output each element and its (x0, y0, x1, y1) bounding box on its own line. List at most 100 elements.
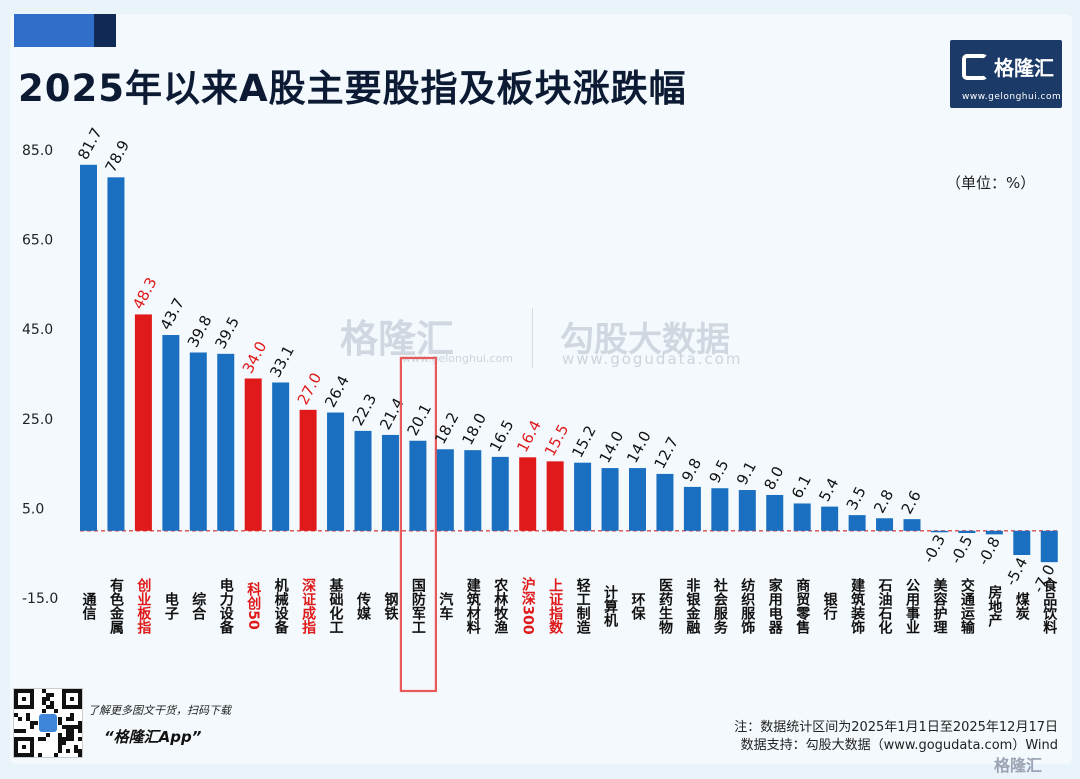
qr-module (62, 693, 66, 697)
bar (217, 353, 235, 531)
bar (848, 515, 866, 531)
category-label: 有色金属 (108, 577, 125, 635)
data-label: 33.1 (266, 342, 298, 380)
data-label: 22.3 (349, 391, 381, 429)
data-label: 16.4 (513, 417, 545, 455)
qr-module (50, 705, 54, 709)
data-label: 21.4 (376, 395, 408, 433)
category-label: 社会服务 (712, 577, 729, 635)
qr-module (14, 737, 18, 741)
qr-module (58, 741, 62, 745)
qr-module (58, 737, 62, 741)
category-label: 商贸零售 (794, 577, 811, 635)
bar (244, 378, 262, 531)
bar (299, 409, 317, 531)
qr-module (30, 705, 34, 709)
category-label: 房地产 (986, 584, 1002, 628)
qr-module (46, 705, 50, 709)
data-label: 39.8 (184, 312, 216, 350)
qr-module (70, 733, 74, 737)
data-label: 15.2 (568, 423, 600, 461)
qr-module (62, 697, 66, 701)
qr-module (66, 725, 70, 729)
bar (821, 506, 839, 531)
qr-code[interactable] (13, 688, 83, 758)
bar (162, 335, 180, 531)
category-label: 计算机 (602, 584, 618, 628)
category-label: 综合 (190, 591, 206, 621)
category-label: 通信 (81, 592, 97, 621)
qr-module (26, 713, 30, 717)
data-label: 78.9 (102, 137, 134, 175)
data-label: 9.5 (705, 457, 732, 487)
qr-module (70, 697, 74, 701)
bar (985, 530, 1003, 535)
qr-module (66, 729, 70, 733)
qr-module (66, 689, 70, 693)
qr-module (58, 745, 62, 749)
qr-logo-icon (39, 714, 57, 732)
bar (80, 164, 97, 531)
qr-module (62, 741, 66, 745)
bar (903, 519, 921, 531)
qr-module (30, 697, 34, 701)
category-label: 公用事业 (904, 578, 920, 634)
qr-module (70, 725, 74, 729)
y-tick-label: 45.0 (22, 322, 53, 338)
category-label: 科创50 (245, 582, 262, 630)
qr-module (30, 753, 34, 757)
category-label: 农林牧渔 (492, 577, 509, 635)
qr-module (22, 697, 26, 701)
qr-module (78, 693, 82, 697)
brand-logo-icon (962, 54, 988, 80)
qr-module (42, 709, 46, 713)
category-label: 深证成指 (300, 577, 316, 635)
watermark-brand: 格隆汇 (340, 317, 455, 361)
qr-module (18, 737, 22, 741)
data-label: 12.7 (651, 434, 683, 472)
brand-logo-name: 格隆汇 (994, 56, 1054, 80)
qr-module (74, 725, 78, 729)
bar (464, 450, 482, 531)
bar (354, 430, 372, 531)
bar (272, 382, 290, 531)
data-label: 20.1 (404, 401, 436, 439)
bar (491, 456, 509, 531)
qr-module (54, 709, 58, 713)
bar (436, 449, 454, 531)
qr-module (66, 733, 70, 737)
data-label: 26.4 (321, 372, 353, 410)
category-label: 轻工制造 (575, 577, 591, 635)
qr-module (62, 701, 66, 705)
qr-module (22, 753, 26, 757)
qr-module (18, 705, 22, 709)
qr-module (26, 753, 30, 757)
qr-module (74, 689, 78, 693)
category-label: 美容护理 (931, 577, 948, 634)
qr-module (50, 693, 54, 697)
bar (958, 530, 976, 534)
data-label: 9.1 (733, 458, 760, 488)
category-label: 交通运输 (959, 577, 975, 635)
category-label: 基础化工 (328, 577, 344, 634)
qr-module (46, 733, 50, 737)
data-label: 9.8 (678, 455, 705, 485)
qr-module (14, 705, 18, 709)
bar (327, 412, 345, 531)
watermark-partner: 勾股大数据 (560, 320, 730, 360)
brand-logo: 格隆汇 www.gelonghui.com (950, 40, 1062, 108)
qr-module (78, 729, 82, 733)
qr-module (14, 701, 18, 705)
qr-module (66, 749, 70, 753)
bar (656, 473, 674, 531)
category-label: 传媒 (355, 591, 372, 621)
bar (107, 177, 125, 531)
chart-title: 2025年以来A股主要股指及板块涨跌幅 (18, 67, 687, 110)
bar (574, 462, 592, 531)
y-tick-label: -15.0 (22, 591, 58, 607)
data-label: 43.7 (156, 295, 188, 333)
category-label: 家用电器 (767, 577, 784, 635)
header-accent-bar (14, 14, 94, 47)
qr-module (62, 725, 66, 729)
